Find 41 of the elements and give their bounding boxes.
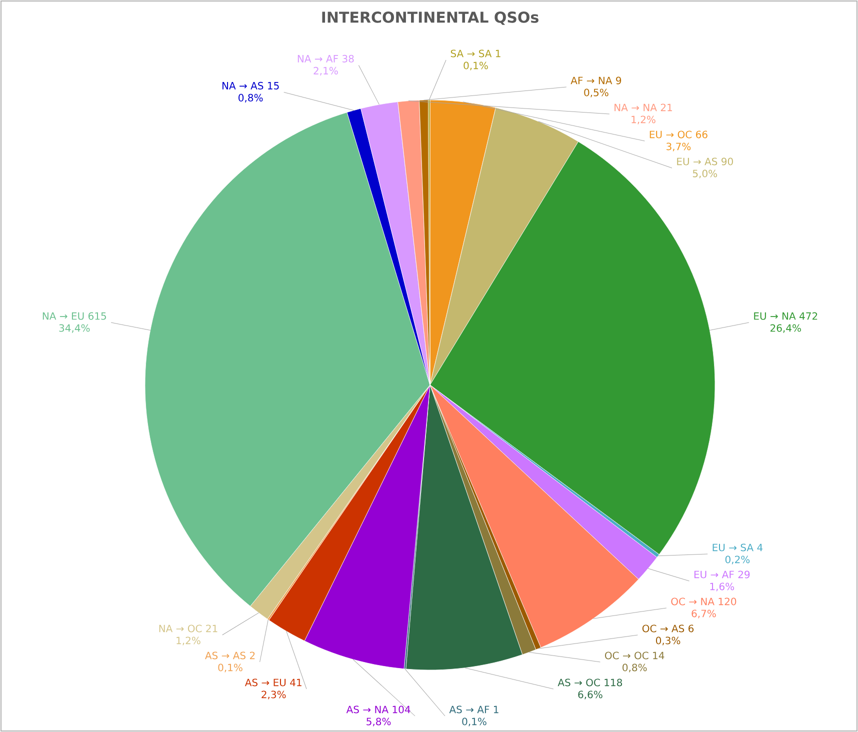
- slice-label: NA → OC 21: [159, 624, 218, 632]
- data-label: 0,8%: [238, 94, 263, 102]
- data-label: 0,1%: [464, 62, 488, 70]
- data-label: 6,7%: [692, 610, 716, 618]
- slice-label: SA → SA 1: [450, 50, 500, 58]
- slice-label: AS → NA 104: [346, 706, 410, 714]
- slice-label: EU → NA 472: [754, 312, 818, 320]
- data-label: 6,6%: [578, 690, 602, 700]
- data-label: 0,1%: [462, 718, 486, 726]
- slice-label: NA → AS 15: [222, 82, 279, 90]
- slice-label: OC → OC 14: [604, 652, 664, 660]
- slice-label: AS → EU 41: [244, 678, 302, 686]
- slice-label: EU → AS 90: [677, 158, 733, 166]
- slice-label: EU → OC 66: [650, 130, 708, 138]
- data-label: 1,2%: [176, 636, 200, 646]
- data-label: 1,2%: [632, 116, 656, 124]
- slice-label: AS → OC 118: [558, 678, 622, 686]
- slice-label: OC → AS 6: [642, 624, 694, 632]
- chart-title: INTERCONTINENTAL QSOs: [322, 12, 538, 25]
- data-label: 2,1%: [314, 66, 338, 76]
- slice-label: NA → EU 615: [42, 312, 106, 320]
- slice-label: AF → NA 9: [570, 76, 622, 84]
- slice-label: OC → NA 120: [671, 598, 736, 606]
- data-label: 3,7%: [666, 142, 691, 152]
- data-label: 0,8%: [622, 664, 647, 672]
- slice-label: EU → AF 29: [694, 570, 750, 578]
- data-label: 0,2%: [725, 556, 750, 564]
- slice-label: AS → AS 2: [205, 652, 255, 660]
- data-label: 26,4%: [770, 324, 801, 333]
- slice-label: NA → AF 38: [298, 54, 354, 62]
- slice-label: NA → NA 21: [614, 104, 672, 112]
- slice-label: EU → SA 4: [712, 544, 763, 552]
- data-label: 0,1%: [218, 664, 242, 672]
- data-label: 2,3%: [262, 690, 286, 700]
- data-label: 0,3%: [656, 636, 680, 646]
- data-label: 5,0%: [692, 170, 718, 178]
- data-label: 1,6%: [710, 582, 734, 592]
- data-label: 34,4%: [59, 324, 90, 333]
- data-label: 0,5%: [584, 88, 608, 98]
- data-label: 5,8%: [366, 718, 391, 726]
- slice-label: AS → AF 1: [449, 706, 498, 714]
